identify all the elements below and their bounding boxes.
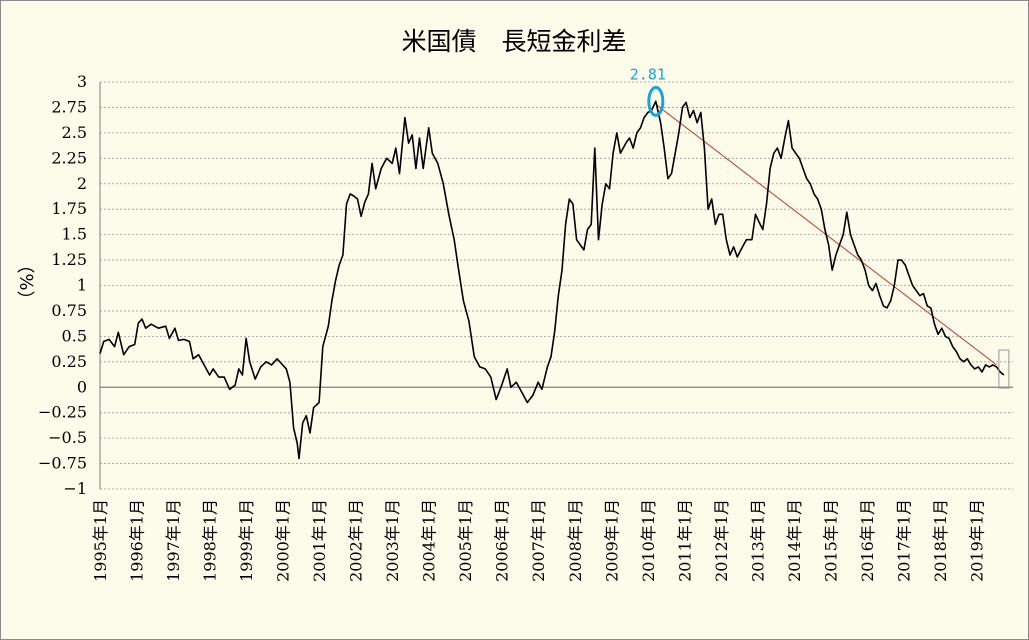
- y-tick-label: −0.75: [38, 454, 87, 473]
- x-tick-label: 2014年1月: [785, 499, 804, 582]
- y-tick-label: 0.75: [51, 301, 87, 320]
- x-tick-label: 2012年1月: [712, 499, 731, 582]
- x-tick-label: 2003年1月: [383, 499, 402, 582]
- x-tick-label: 2015年1月: [821, 499, 840, 582]
- x-tick-label: 2001年1月: [310, 499, 329, 582]
- y-tick-label: 2: [77, 174, 87, 193]
- x-tick-label: 2002年1月: [347, 499, 366, 582]
- x-tick-label: 2010年1月: [639, 499, 658, 582]
- x-tick-label: 2019年1月: [967, 499, 986, 582]
- x-tick-labels: 1995年1月 1996年1月 1997年1月 1998年1月 1999年1月 2000年…: [91, 499, 986, 582]
- x-tick-label: 2000年1月: [274, 499, 293, 582]
- y-tick-label: 2.5: [62, 123, 87, 142]
- x-tick-label: 2006年1月: [493, 499, 512, 582]
- y-tick-label: 0.25: [51, 352, 87, 371]
- x-tick-label: 2011年1月: [675, 499, 694, 582]
- y-tick-label: 1.5: [62, 225, 87, 244]
- x-tick-label: 2016年1月: [858, 499, 877, 582]
- x-tick-label: 1996年1月: [128, 499, 147, 582]
- y-tick-label: 2.75: [51, 97, 87, 116]
- y-tick-label: 0.5: [62, 326, 87, 345]
- x-tick-label: 2018年1月: [931, 499, 950, 582]
- y-tick-label: −1: [63, 479, 87, 498]
- y-tick-label: 1.75: [51, 199, 87, 218]
- y-tick-label: 2.25: [51, 148, 87, 167]
- y-tick-label: 3: [77, 72, 87, 91]
- latest-value-marker: [998, 349, 1010, 389]
- x-tick-label: 2017年1月: [894, 499, 913, 582]
- peak-highlight-ellipse: [647, 85, 665, 117]
- y-tick-labels: 3 2.75 2.5 2.25 2 1.75 1.5 1.25 1 0.75 0.5 0.25 0 −0.…: [38, 72, 87, 498]
- y-tick-label: 1: [77, 276, 87, 295]
- chart-title: 米国債 長短金利差: [401, 27, 626, 56]
- x-tick-label: 2004年1月: [420, 499, 439, 582]
- x-tick-label: 2013年1月: [748, 499, 767, 582]
- x-tick-label: 2007年1月: [529, 499, 548, 582]
- y-tick-label: 1.25: [51, 250, 87, 269]
- y-axis-label: （%）: [17, 255, 38, 308]
- series-line: [99, 100, 1005, 460]
- x-tick-label: 2005年1月: [456, 499, 475, 582]
- x-tick-label: 1998年1月: [201, 499, 220, 582]
- x-tick-label: 2008年1月: [566, 499, 585, 582]
- peak-annotation-label: 2.81: [630, 65, 666, 83]
- x-tick-label: 2009年1月: [602, 499, 621, 582]
- y-tick-label: −0.25: [38, 403, 87, 422]
- y-tick-label: 0: [77, 377, 87, 396]
- y-tick-label: −0.5: [48, 428, 87, 447]
- x-tick-label: 1999年1月: [237, 499, 256, 582]
- x-tick-label: 1995年1月: [91, 499, 110, 582]
- x-tick-label: 1997年1月: [164, 499, 183, 582]
